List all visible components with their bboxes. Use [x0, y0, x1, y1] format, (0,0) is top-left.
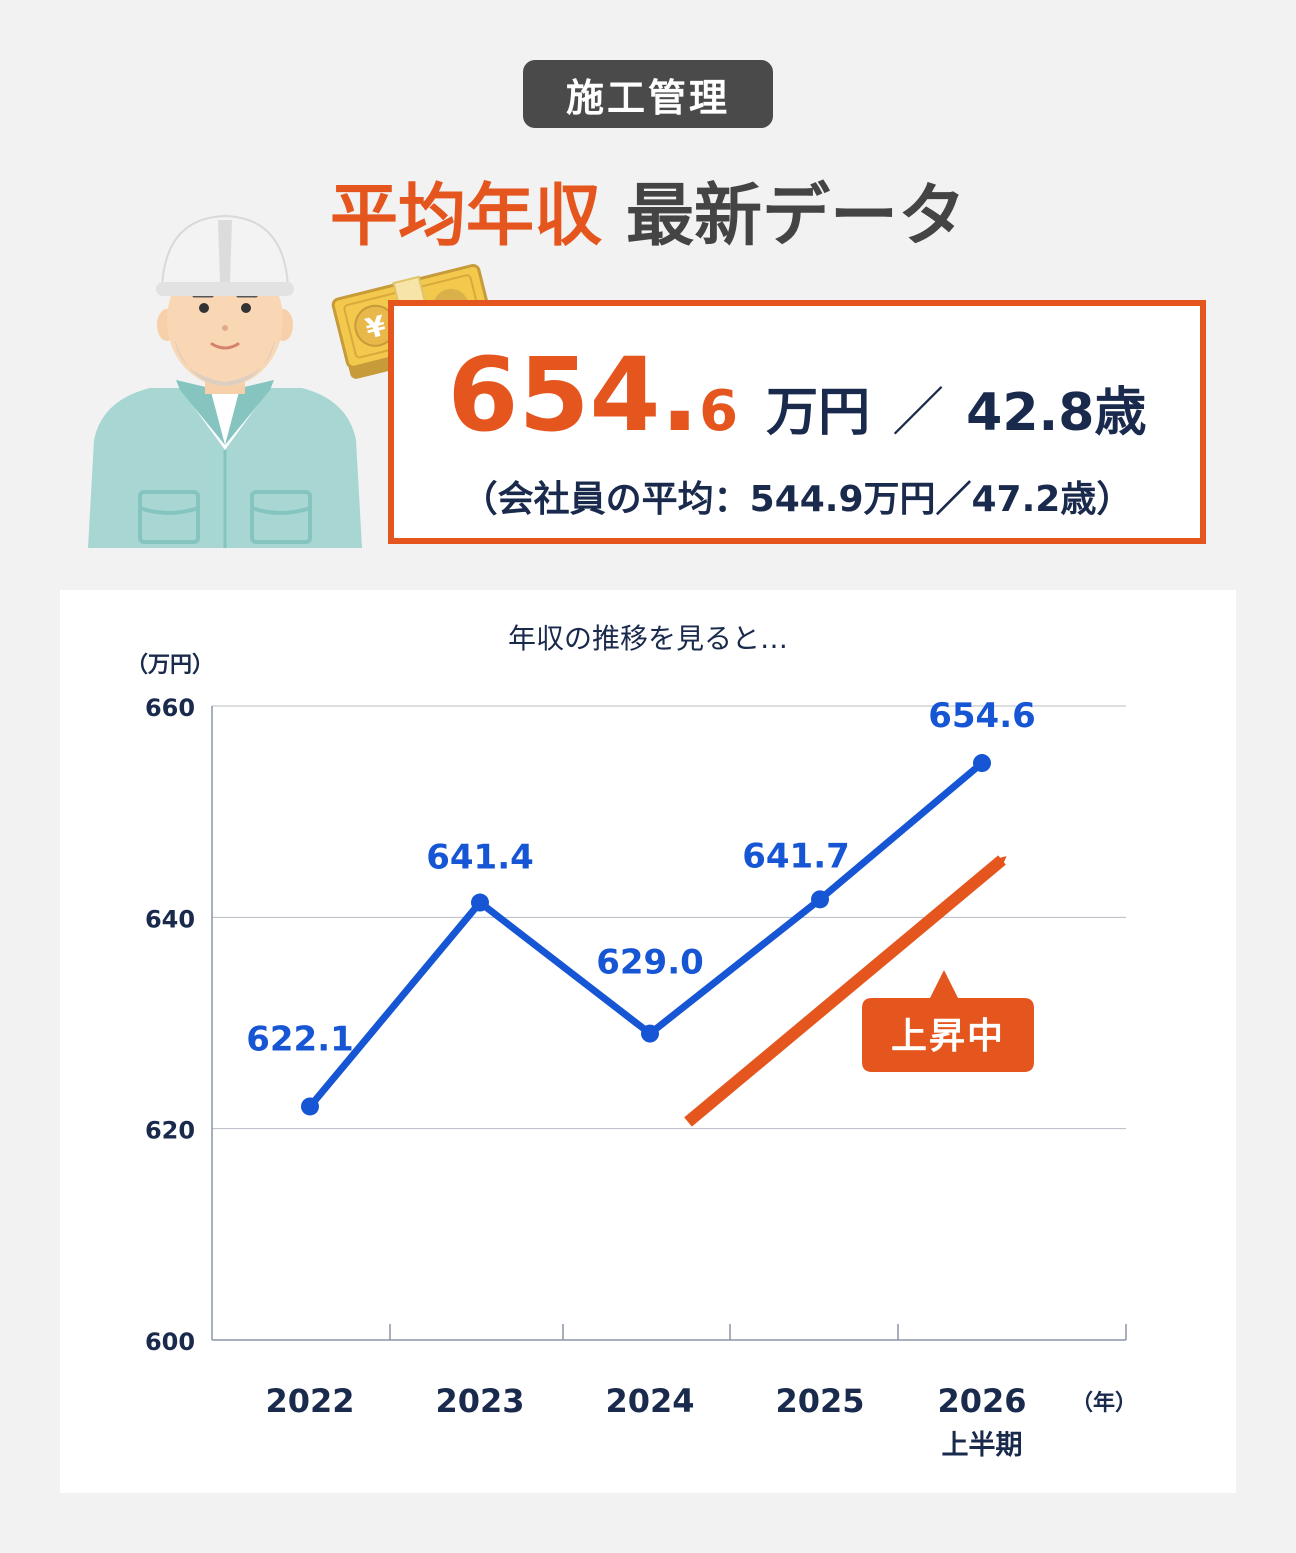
rising-annotation: 上昇中	[891, 1016, 1005, 1057]
company-employee-comparison: （会社員の平均：544.9万円／47.2歳）	[461, 479, 1133, 520]
y-tick-label-640: 640	[145, 905, 195, 933]
data-point-2023	[471, 893, 489, 912]
x-tick-label-2026: 2026	[937, 1382, 1026, 1420]
data-point-2026	[973, 754, 991, 773]
x-tick-label-2025: 2025	[775, 1382, 864, 1420]
salary-stat-box: 654.6 万円 ／ 42.8歳 （会社員の平均：544.9万円／47.2歳）	[388, 300, 1206, 544]
data-point-2024	[641, 1024, 659, 1043]
data-label-2022: 622.1	[246, 1019, 354, 1059]
chart-svg: 年収の推移を見ると… （万円） （年） 600 620 640 660 2022 2023…	[126, 622, 1137, 1461]
salary-value: 654.	[447, 336, 700, 455]
salary-trend-chart: 年収の推移を見ると… （万円） （年） 600 620 640 660 2022 2023…	[60, 590, 1236, 1493]
data-label-2025: 641.7	[742, 836, 850, 876]
salary-decimal: 6	[699, 379, 739, 444]
y-tick-label-660: 660	[145, 694, 195, 722]
separator: ／	[892, 383, 945, 443]
x-tick-label-2024: 2024	[605, 1382, 694, 1420]
trend-arrow-icon	[684, 855, 1007, 1127]
chart-title: 年収の推移を見ると…	[508, 622, 788, 655]
data-point-2025	[811, 890, 829, 909]
salary-line: 654.6 万円 ／ 42.8歳	[394, 336, 1200, 455]
salary-unit: 万円	[766, 383, 871, 443]
construction-worker-illustration	[88, 214, 362, 548]
y-axis-unit-label: （万円）	[126, 653, 214, 678]
y-tick-label-600: 600	[145, 1328, 195, 1356]
y-tick-label-620: 620	[145, 1117, 195, 1145]
average-age: 42.8歳	[966, 383, 1147, 443]
data-point-2022	[301, 1097, 319, 1116]
x-tick-sublabel-2026: 上半期	[942, 1430, 1023, 1461]
data-label-2026: 654.6	[928, 696, 1036, 736]
x-axis-unit-label: （年）	[1071, 1390, 1137, 1416]
data-label-2023: 641.4	[426, 838, 534, 878]
annotation-bubble	[862, 970, 1034, 1072]
category-badge: 施工管理	[523, 60, 773, 128]
x-tick-label-2023: 2023	[435, 1382, 524, 1420]
headline-average-salary: 平均年収	[329, 177, 602, 256]
data-label-2024: 629.0	[596, 943, 704, 983]
headline: 平均年収 最新データ	[0, 160, 1296, 259]
x-tick-label-2022: 2022	[265, 1382, 354, 1420]
headline-latest-data: 最新データ	[626, 177, 967, 256]
